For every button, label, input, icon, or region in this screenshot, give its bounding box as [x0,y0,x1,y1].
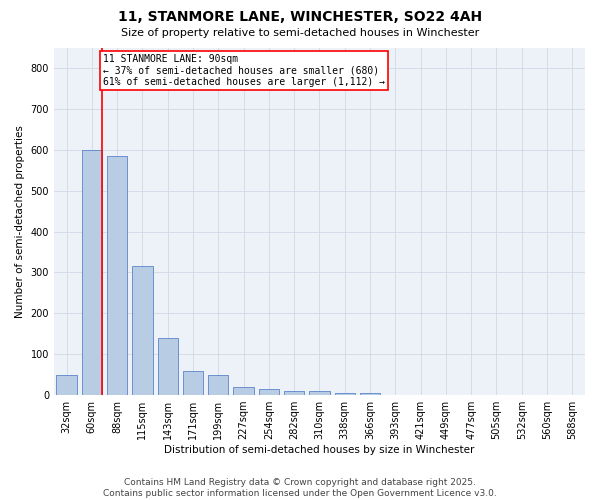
Y-axis label: Number of semi-detached properties: Number of semi-detached properties [15,125,25,318]
Bar [360,393,380,395]
Bar [133,266,152,395]
Text: 11 STANMORE LANE: 90sqm
← 37% of semi-detached houses are smaller (680)
61% of s: 11 STANMORE LANE: 90sqm ← 37% of semi-de… [103,54,385,87]
Bar [233,387,254,395]
Bar [284,391,304,395]
Text: Contains HM Land Registry data © Crown copyright and database right 2025.
Contai: Contains HM Land Registry data © Crown c… [103,478,497,498]
Text: Size of property relative to semi-detached houses in Winchester: Size of property relative to semi-detach… [121,28,479,38]
X-axis label: Distribution of semi-detached houses by size in Winchester: Distribution of semi-detached houses by … [164,445,475,455]
Bar [335,393,355,395]
Bar [107,156,127,395]
Bar [158,338,178,395]
Bar [208,374,229,395]
Text: 11, STANMORE LANE, WINCHESTER, SO22 4AH: 11, STANMORE LANE, WINCHESTER, SO22 4AH [118,10,482,24]
Bar [259,389,279,395]
Bar [310,391,329,395]
Bar [82,150,102,395]
Bar [183,370,203,395]
Bar [56,374,77,395]
